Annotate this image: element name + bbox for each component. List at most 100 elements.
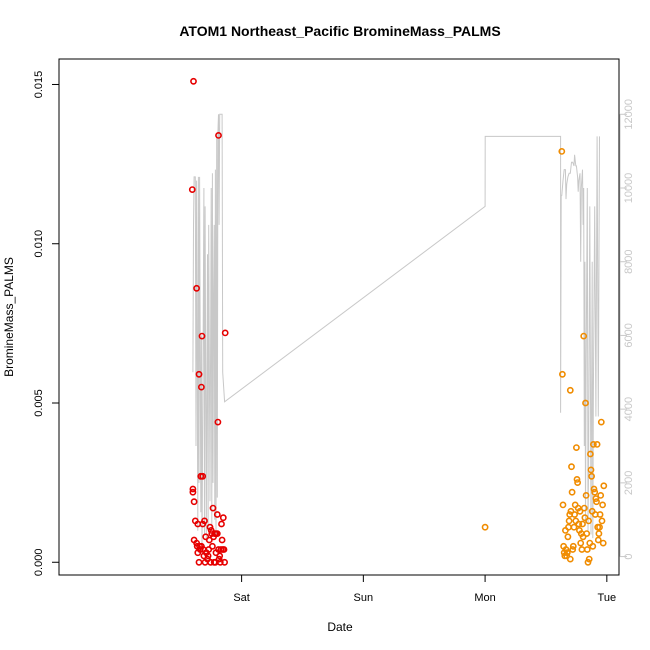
data-point-series-2 [596,511,604,518]
data-point-series-2 [573,444,580,451]
data-point-series-2 [566,555,574,563]
data-point-series-2 [582,491,590,499]
data-point-series-2 [481,523,489,531]
data-point-series-2 [583,530,591,537]
data-point-series-1 [204,552,212,560]
data-point-series-1 [216,552,224,560]
data-point-series-1 [220,546,228,553]
y2-tick-label: 6000 [623,323,635,347]
x-tick-label: Sun [354,592,374,604]
data-point-series-1 [195,558,203,566]
data-point-series-1 [221,558,228,566]
data-point-series-2 [575,520,583,528]
data-point-series-2 [583,546,591,553]
data-point-series-2 [569,546,577,553]
data-point-series-1 [208,542,216,550]
data-point-series-2 [597,418,605,426]
data-point-series-2 [596,523,603,531]
right-axis: 0 2000 4000 6000 8000 10000 12000 [619,99,635,560]
data-point-series-1 [218,520,225,528]
data-point-series-2 [593,440,601,448]
y-tick-label: 0.010 [33,230,45,258]
data-point-series-1 [221,329,229,337]
data-point-series-2 [558,147,566,155]
y2-tick-label: 8000 [623,249,635,273]
data-point-series-2 [559,501,567,509]
points-layer [188,77,608,566]
data-point-series-2 [587,466,595,474]
data-point-series-1 [219,514,227,522]
data-point-series-1 [215,131,222,139]
secondary-series-line [192,113,600,550]
data-point-series-1 [213,530,221,537]
data-point-series-2 [570,523,578,531]
left-axis: 0.000 0.005 0.010 0.015 [33,71,60,576]
data-point-series-1 [197,383,205,391]
data-point-series-2 [559,370,566,378]
data-point-series-1 [196,546,204,553]
data-point-series-2 [563,549,571,557]
data-point-series-2 [590,485,598,493]
data-point-series-2 [571,511,578,518]
chart-title: ATOM1 Northeast_Pacific BromineMass_PALM… [179,23,500,39]
data-point-series-2 [566,386,574,394]
y2-tick-label: 12000 [623,99,635,130]
data-point-series-2 [593,498,600,506]
x-tick-label: Mon [474,592,495,604]
data-point-series-2 [591,488,599,496]
data-point-series-2 [595,530,603,537]
y-axis-label: BromineMass_PALMS [2,257,16,377]
secondary-line-layer [192,113,600,550]
data-point-series-1 [206,523,214,531]
x-tick-label: Sat [233,592,250,604]
data-point-series-1 [205,536,213,544]
data-point-series-2 [594,536,602,544]
data-point-series-1 [189,485,197,493]
data-point-series-2 [580,504,588,512]
data-point-series-2 [579,520,586,528]
data-point-series-2 [573,475,581,483]
data-point-series-1 [190,77,197,85]
data-point-series-1 [214,418,222,426]
bottom-axis: Sat Sun Mon Tue [233,574,617,604]
y2-tick-label: 10000 [623,173,635,204]
data-point-series-2 [580,332,588,340]
data-point-series-2 [592,495,600,502]
data-point-series-2 [564,533,572,541]
data-point-series-2 [589,542,597,550]
data-point-series-1 [188,186,196,193]
data-point-series-1 [198,332,206,340]
data-point-series-1 [218,536,226,544]
data-point-series-1 [216,558,224,566]
data-point-series-2 [590,440,597,448]
data-point-series-1 [195,370,203,378]
data-point-series-1 [190,498,198,506]
data-point-series-2 [578,546,586,553]
data-point-series-2 [562,546,570,553]
data-point-series-2 [598,517,606,525]
data-point-series-2 [568,488,576,496]
data-point-series-1 [199,472,207,480]
data-point-series-2 [569,542,577,550]
x-axis-label: Date [327,620,353,634]
y-tick-label: 0.005 [33,389,45,417]
data-point-series-1 [189,488,197,496]
y2-tick-label: 4000 [623,397,635,421]
data-point-series-1 [209,504,217,512]
data-point-series-2 [600,482,608,490]
data-point-series-1 [201,517,208,525]
data-point-series-1 [215,555,223,563]
data-point-series-2 [574,479,581,486]
data-point-series-2 [585,555,593,563]
data-point-series-2 [582,399,589,407]
data-point-series-2 [576,507,584,515]
data-point-series-1 [193,284,200,292]
data-point-series-2 [584,558,592,566]
data-point-series-2 [568,463,575,471]
data-point-series-2 [577,539,585,547]
x-tick-label: Tue [598,592,617,604]
data-point-series-1 [213,511,221,518]
data-point-series-2 [599,539,607,547]
data-point-series-2 [565,517,573,525]
